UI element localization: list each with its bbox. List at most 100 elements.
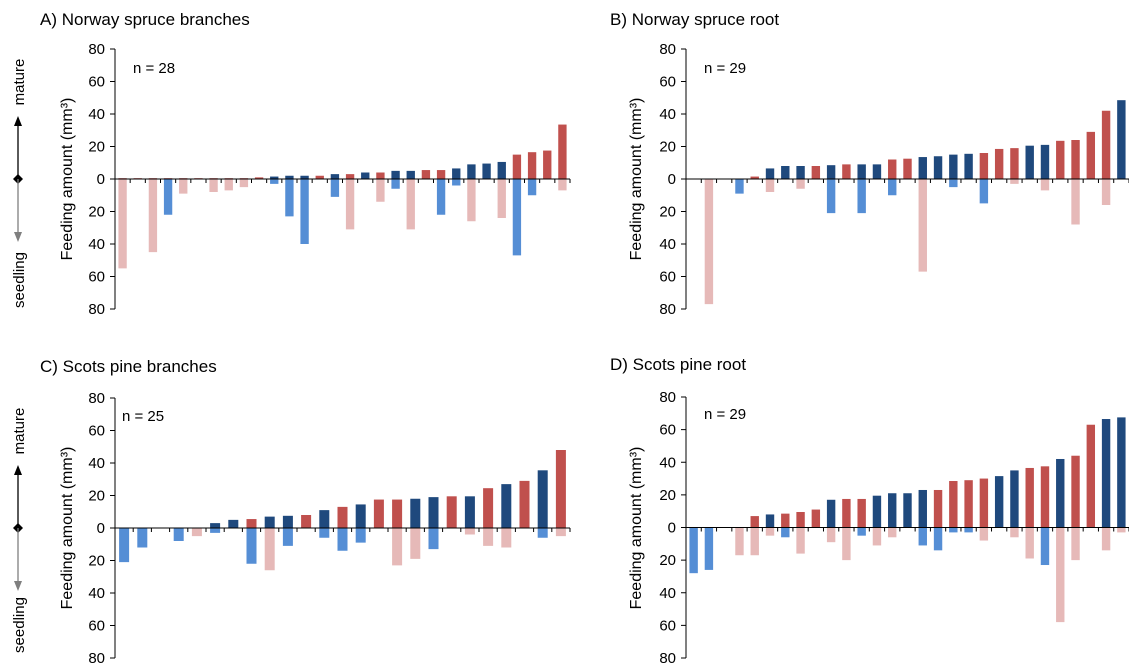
seedling-bar	[796, 179, 805, 189]
y-tick-label: 40	[88, 585, 105, 602]
panel-a-n-label: n = 28	[133, 60, 175, 77]
mature-bar	[903, 158, 912, 179]
mature-bar	[543, 150, 552, 179]
mature-bar	[467, 164, 476, 179]
mature-bar	[842, 498, 851, 528]
panel-d-ylabel: Feeding amount (mm³)	[628, 447, 645, 610]
seedling-bar	[392, 528, 403, 566]
mature-bar	[1040, 466, 1050, 528]
panel-b-n-label: n = 29	[704, 60, 746, 77]
seedling-bar	[796, 527, 805, 554]
seedling-bar	[857, 527, 866, 536]
seedling-bar	[319, 528, 330, 538]
seedling-bar	[781, 527, 790, 538]
seedling-arrow-head	[14, 232, 22, 242]
mature-bar	[1025, 467, 1034, 528]
mature-bar	[254, 177, 264, 179]
y-tick-label: 80	[659, 650, 676, 666]
seedling-bar	[979, 527, 989, 541]
seedling-bar	[918, 179, 927, 272]
mature-bar	[1117, 417, 1126, 528]
mature-bar	[994, 476, 1004, 528]
mature-bar	[796, 166, 805, 179]
mature-bar	[301, 515, 312, 528]
mature-bar	[964, 480, 973, 528]
y-tick-label: 40	[88, 236, 105, 253]
seedling-bar	[464, 528, 475, 535]
panel-c-plot: 80 60 40 20 0 20 40 60 80	[88, 390, 571, 666]
panel-c: C) Scots pine branches n = 25 Feeding am…	[40, 357, 571, 666]
mature-bar	[765, 514, 775, 528]
mature-bar	[406, 170, 415, 179]
seedling-bar	[704, 527, 714, 570]
mature-bar	[1101, 419, 1111, 528]
seedling-bar	[558, 179, 567, 191]
mature-bar	[796, 512, 805, 528]
mature-bar	[315, 175, 324, 179]
y-tick-label: 40	[659, 454, 676, 471]
seedling-bar	[483, 528, 494, 546]
y-tick-label: 80	[88, 41, 105, 58]
mature-bar	[903, 493, 912, 528]
mature-bar	[345, 174, 355, 179]
y-tick-label: 20	[88, 139, 105, 156]
seedling-bar	[842, 527, 851, 561]
y-tick-label: 40	[88, 106, 105, 123]
mature-bar	[1071, 455, 1080, 528]
seedling-bar	[163, 179, 173, 215]
seedling-bar	[300, 179, 309, 244]
seedling-bar	[501, 528, 512, 548]
y-tick-label: 0	[668, 520, 676, 537]
mature-bar	[361, 172, 370, 179]
y-tick-label: 80	[88, 301, 105, 318]
seedling-bar	[735, 179, 744, 194]
mature-bar	[918, 489, 927, 528]
mature-bar	[436, 170, 446, 179]
mature-bar	[527, 152, 537, 179]
mature-bar	[228, 519, 239, 528]
seedling-bar	[826, 179, 836, 214]
y-tick-label: 60	[659, 74, 676, 91]
seedling-bar	[765, 179, 775, 192]
seedling-bar	[512, 179, 522, 256]
mature-bar	[826, 499, 836, 528]
mature-bar	[964, 153, 973, 179]
mature-bar	[933, 156, 943, 179]
mature-bar	[558, 124, 567, 179]
mature-bar	[979, 478, 989, 528]
mature-bar	[355, 504, 366, 528]
mature-bar	[1040, 144, 1050, 179]
seedling-bar	[1010, 179, 1019, 184]
panel-d-plot: 80 60 40 20 0 20 40 60 80	[659, 389, 1129, 666]
mature-bar	[497, 161, 506, 179]
mature-bar	[410, 498, 421, 528]
mature-bar	[750, 176, 759, 179]
mature-bar	[842, 164, 851, 179]
y-tick-label: 60	[88, 423, 105, 440]
y-tick-label: 20	[659, 552, 676, 569]
mature-bar	[391, 170, 400, 179]
seedling-bar	[1056, 527, 1065, 623]
seedling-bar	[376, 179, 385, 202]
mature-bar	[421, 170, 431, 179]
mature-bar	[1056, 458, 1065, 528]
mature-bar	[337, 506, 348, 528]
seedling-bar	[1040, 179, 1050, 191]
mature-bar	[428, 497, 439, 528]
seedling-bar	[282, 528, 293, 546]
panel-d-title: D) Scots pine root	[610, 355, 746, 374]
y-tick-label: 60	[88, 618, 105, 635]
seedling-bar	[1010, 527, 1019, 538]
mature-bar	[1025, 145, 1034, 179]
mature-bar	[1010, 470, 1019, 528]
mature-bar	[1010, 148, 1019, 179]
seedling-bar	[270, 179, 279, 184]
seedling-bar	[857, 179, 866, 214]
mature-bar	[949, 154, 958, 179]
panel-a-plot: 80 60 40 20 0 20 40 60 80	[88, 41, 571, 318]
seedling-bar	[410, 528, 421, 559]
mature-bar	[519, 480, 530, 528]
seedling-bar	[826, 527, 836, 543]
mature-bar	[781, 513, 790, 528]
seedling-bar	[148, 179, 158, 253]
